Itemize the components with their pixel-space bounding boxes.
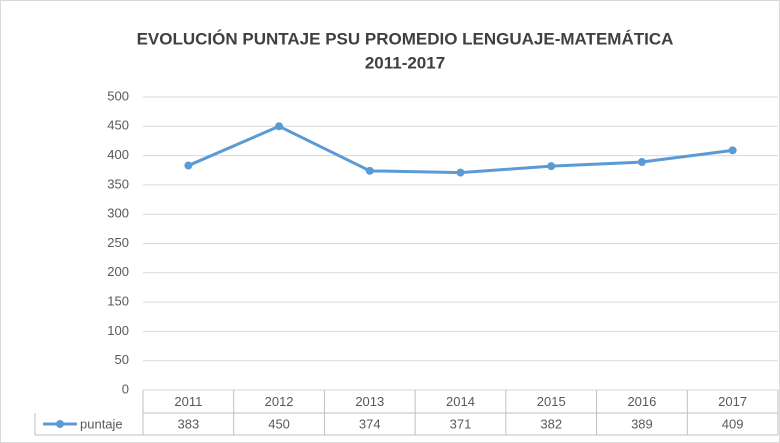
marker [637,158,646,167]
chart-title: EVOLUCIÓN PUNTAJE PSU PROMEDIO LENGUAJE-… [137,29,674,48]
table-value: 374 [359,416,381,431]
y-tick-label: 350 [107,176,129,191]
marker [728,146,737,155]
table-value: 389 [631,416,653,431]
y-tick-label: 100 [107,323,129,338]
y-tick-label: 50 [115,352,129,367]
marker [456,168,465,177]
table-value: 409 [722,416,744,431]
x-tick-label: 2011 [174,394,202,409]
y-tick-label: 500 [107,88,129,103]
x-tick-label: 2014 [446,394,475,409]
legend-marker [56,420,64,428]
x-tick-label: 2013 [355,394,384,409]
marker [184,161,193,170]
y-tick-label: 250 [107,235,129,250]
table-value: 371 [450,416,472,431]
chart-title: 2011-2017 [365,53,445,72]
y-tick-label: 150 [107,294,129,309]
marker [275,122,284,131]
y-tick-label: 450 [107,118,129,133]
table-value: 382 [540,416,562,431]
table-value: 450 [268,416,290,431]
x-tick-label: 2015 [537,394,566,409]
marker [365,166,374,175]
y-tick-label: 200 [107,264,129,279]
table-value: 383 [178,416,200,431]
marker [547,162,556,171]
x-tick-label: 2012 [265,394,294,409]
x-tick-label: 2017 [718,394,747,409]
y-tick-label: 400 [107,147,129,162]
y-tick-label: 0 [122,381,129,396]
y-tick-label: 300 [107,206,129,221]
x-tick-label: 2016 [627,394,656,409]
legend-label: puntaje [80,416,123,431]
